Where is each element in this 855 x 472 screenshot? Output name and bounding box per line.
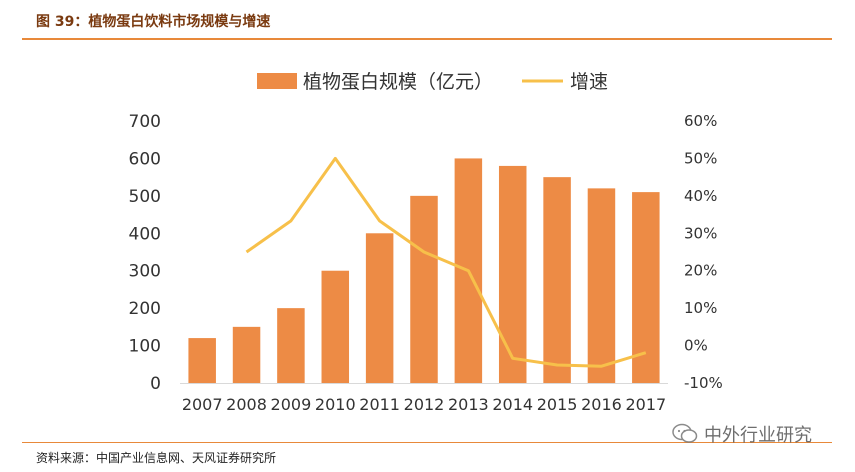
left-tick-label: 400 (129, 224, 161, 244)
watermark: 中外行业研究 (672, 421, 812, 447)
bar (543, 177, 571, 383)
bar-series (188, 158, 660, 383)
chart: 植物蛋白规模（亿元） 增速 0 100 200 300 400 500 600 700 -10%… (129, 71, 723, 414)
left-axis: 0 100 200 300 400 500 600 700 (129, 112, 161, 394)
right-tick-label: 60% (684, 112, 717, 130)
x-tick-label: 2010 (315, 395, 356, 414)
left-tick-label: 0 (150, 374, 161, 394)
footer-rule (22, 442, 832, 443)
growth-line (245, 156, 647, 368)
title-rule (22, 38, 832, 40)
bar (365, 233, 394, 383)
right-tick-label: 40% (684, 187, 717, 205)
right-tick-label: 10% (684, 299, 717, 317)
watermark-text: 中外行业研究 (704, 425, 812, 446)
bar (632, 192, 660, 383)
x-tick-label: 2014 (492, 395, 533, 414)
x-tick-label: 2017 (625, 395, 666, 414)
left-tick-label: 600 (129, 149, 161, 169)
right-axis: -10% 0% 10% 20% 30% 40% 50% 60% (684, 112, 723, 392)
legend: 植物蛋白规模（亿元） 增速 (257, 71, 608, 93)
x-tick-label: 2008 (226, 395, 267, 414)
x-tick-label: 2012 (404, 395, 445, 414)
left-tick-label: 200 (129, 299, 161, 319)
bar (587, 188, 616, 383)
right-tick-label: -10% (684, 374, 723, 392)
right-tick-label: 30% (684, 224, 717, 242)
legend-label-scale: 植物蛋白规模（亿元） (303, 71, 493, 93)
x-tick-label: 2009 (271, 395, 312, 414)
left-tick-label: 100 (129, 337, 161, 357)
right-tick-label: 20% (684, 262, 717, 280)
left-tick-label: 700 (129, 112, 161, 132)
legend-swatch-bar (257, 73, 297, 89)
x-tick-label: 2015 (537, 395, 578, 414)
legend-label-growth: 增速 (570, 71, 608, 93)
x-tick-label: 2011 (359, 395, 400, 414)
bar (277, 308, 305, 383)
wechat-icon (672, 423, 698, 443)
right-tick-label: 50% (684, 149, 717, 167)
bar (188, 338, 216, 383)
bar (321, 270, 350, 383)
x-tick-label: 2007 (182, 395, 223, 414)
bar (410, 195, 438, 383)
bar (232, 326, 261, 383)
line-series (245, 156, 647, 368)
left-tick-label: 500 (129, 187, 161, 207)
left-tick-label: 300 (129, 262, 161, 282)
x-tick-label: 2016 (581, 395, 622, 414)
source-note: 资料来源：中国产业信息网、天风证券研究所 (36, 451, 277, 465)
right-tick-label: 0% (684, 337, 708, 355)
figure-title: 图 39：植物蛋白饮料市场规模与增速 (36, 14, 271, 30)
x-axis: 2007 2008 2009 2010 2011 2012 2013 2014 2015 2016… (180, 383, 668, 414)
x-tick-label: 2013 (448, 395, 489, 414)
bar (498, 165, 527, 383)
